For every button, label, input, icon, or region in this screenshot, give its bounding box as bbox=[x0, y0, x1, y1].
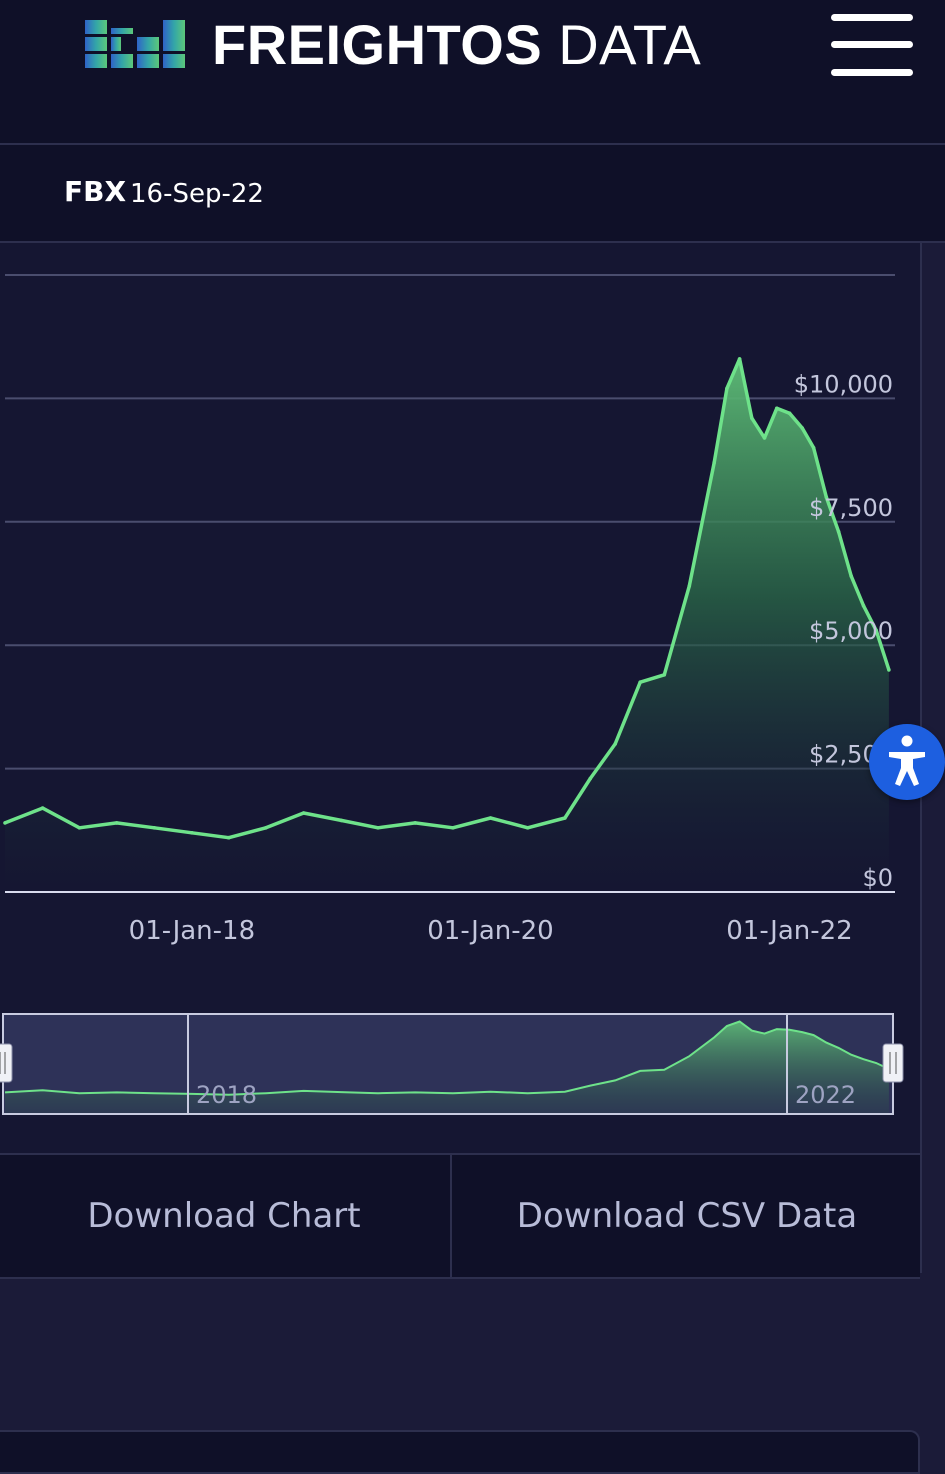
data-point bbox=[811, 446, 816, 450]
data-point bbox=[737, 357, 742, 361]
data-point bbox=[525, 826, 530, 830]
brand-name: FREIGHTOS DATA bbox=[212, 10, 701, 80]
data-point bbox=[750, 416, 754, 420]
data-point bbox=[712, 460, 716, 465]
data-point bbox=[152, 826, 157, 830]
index-date: 16-Sep-22 bbox=[130, 179, 264, 209]
data-point bbox=[775, 406, 779, 411]
freightos-logo-icon bbox=[85, 20, 185, 68]
y-tick-label: $0 bbox=[862, 864, 893, 892]
download-csv-button[interactable]: Download CSV Data bbox=[450, 1155, 922, 1277]
data-point bbox=[800, 426, 804, 430]
accessibility-icon bbox=[889, 735, 925, 786]
navigator-labels: 2018 2022 bbox=[196, 1081, 856, 1109]
data-point bbox=[849, 574, 853, 578]
navigator-line bbox=[4, 1020, 890, 1096]
fbx-chart[interactable]: $10,000$7,500$5,000$2,500$0 01-Jan-18 01-… bbox=[0, 243, 920, 1143]
series-points bbox=[3, 357, 891, 840]
data-point bbox=[114, 821, 119, 825]
data-point bbox=[861, 603, 866, 608]
series-area bbox=[5, 358, 889, 892]
accessibility-button[interactable] bbox=[869, 724, 945, 800]
navigator-right-handle[interactable] bbox=[882, 1043, 904, 1083]
y-tick-label: $10,000 bbox=[794, 370, 893, 398]
next-section-card bbox=[0, 1430, 920, 1474]
download-actions: Download Chart Download CSV Data bbox=[0, 1153, 920, 1279]
data-point bbox=[638, 680, 642, 684]
data-point bbox=[226, 835, 231, 840]
data-point bbox=[887, 668, 891, 672]
data-point bbox=[413, 821, 418, 825]
data-point bbox=[376, 826, 380, 830]
navigator-left-handle[interactable] bbox=[0, 1043, 13, 1083]
data-point bbox=[824, 495, 829, 499]
range-navigator[interactable]: 2018 2022 bbox=[0, 1013, 904, 1115]
data-point bbox=[190, 831, 194, 835]
data-point bbox=[563, 816, 567, 820]
data-point bbox=[662, 673, 667, 677]
hamburger-menu-icon[interactable] bbox=[831, 14, 913, 76]
data-point bbox=[339, 818, 344, 823]
data-point bbox=[836, 529, 841, 534]
data-point bbox=[264, 826, 268, 830]
data-point bbox=[451, 826, 455, 830]
data-point bbox=[725, 386, 729, 391]
y-axis: $10,000$7,500$5,000$2,500$0 bbox=[794, 370, 893, 892]
data-point bbox=[488, 816, 493, 820]
x-tick-label: 01-Jan-22 bbox=[726, 916, 852, 946]
index-label: FBX bbox=[64, 175, 127, 208]
index-bar: FBX 16-Sep-22 bbox=[0, 145, 945, 243]
brand-name-bold: FREIGHTOS bbox=[212, 13, 543, 76]
data-point bbox=[874, 628, 878, 633]
navigator-area bbox=[5, 1021, 889, 1113]
y-tick-label: $7,500 bbox=[809, 494, 893, 522]
data-point bbox=[301, 811, 306, 815]
x-tick-label: 01-Jan-18 bbox=[129, 916, 255, 946]
data-point bbox=[77, 826, 82, 830]
data-point bbox=[3, 821, 7, 825]
x-axis: 01-Jan-18 01-Jan-20 01-Jan-22 bbox=[129, 916, 853, 946]
data-point bbox=[40, 806, 45, 810]
y-tick-label: $5,000 bbox=[809, 617, 893, 645]
series-line bbox=[4, 357, 891, 840]
navigator-label: 2022 bbox=[795, 1081, 856, 1109]
site-header: FREIGHTOS DATA bbox=[0, 0, 945, 145]
download-chart-button[interactable]: Download Chart bbox=[87, 1196, 361, 1236]
data-point bbox=[613, 742, 617, 746]
x-tick-label: 01-Jan-20 bbox=[427, 916, 553, 946]
data-point bbox=[787, 411, 792, 416]
navigator-label: 2018 bbox=[196, 1081, 257, 1109]
data-point bbox=[762, 436, 767, 440]
data-point bbox=[588, 776, 593, 781]
brand-name-light: DATA bbox=[558, 13, 702, 76]
data-point bbox=[687, 584, 692, 588]
